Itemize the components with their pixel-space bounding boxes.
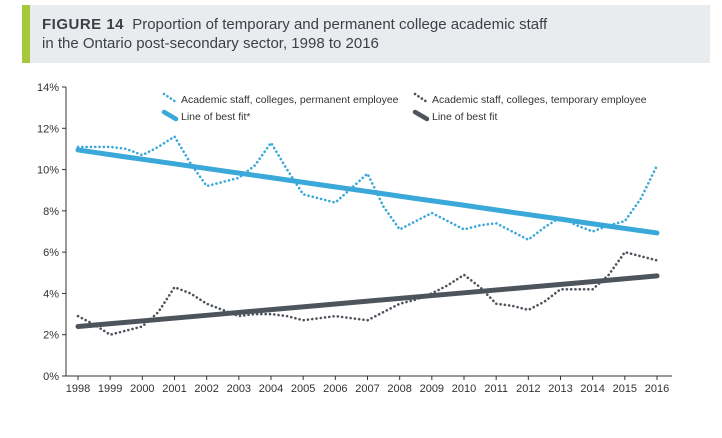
y-tick-label: 0% bbox=[43, 371, 59, 383]
legend-item-2: Academic staff, colleges, temporary empl… bbox=[413, 92, 647, 106]
y-tick-label: 6% bbox=[43, 247, 59, 259]
figure-title-line1: Proportion of temporary and permanent co… bbox=[132, 16, 548, 33]
series-line bbox=[76, 135, 659, 242]
x-tick-label: 2004 bbox=[259, 383, 283, 395]
figure-title: FIGURE 14 Proportion of temporary and pe… bbox=[42, 15, 682, 53]
x-tick-label: 2002 bbox=[194, 383, 218, 395]
y-tick-label: 4% bbox=[43, 288, 59, 300]
legend-swatch bbox=[412, 109, 430, 122]
x-tick-label: 2005 bbox=[291, 383, 315, 395]
legend-swatch bbox=[162, 92, 178, 104]
figure-title-line2: in the Ontario post-secondary sector, 19… bbox=[42, 35, 379, 52]
x-tick-label: 2010 bbox=[452, 383, 476, 395]
x-tick-label: 2008 bbox=[387, 383, 411, 395]
y-tick-label: 14% bbox=[37, 82, 59, 94]
x-tick-label: 2014 bbox=[580, 383, 604, 395]
series-2 bbox=[76, 250, 659, 337]
figure-accent-bar bbox=[22, 5, 30, 63]
x-tick-label: 2009 bbox=[420, 383, 444, 395]
y-tick-label: 10% bbox=[37, 165, 59, 177]
legend-label: Academic staff, colleges, temporary empl… bbox=[432, 94, 647, 106]
x-tick-label: 2011 bbox=[484, 383, 508, 395]
series-1 bbox=[75, 147, 660, 236]
x-tick-label: 2013 bbox=[548, 383, 572, 395]
y-tick-label: 2% bbox=[43, 330, 59, 342]
legend-label: Academic staff, colleges, permanent empl… bbox=[181, 94, 399, 106]
x-tick-label: 2016 bbox=[645, 383, 669, 395]
legend-item-3: Line of best fit bbox=[412, 109, 497, 123]
legend-swatch bbox=[161, 109, 179, 122]
figure-label: FIGURE 14 bbox=[42, 16, 125, 33]
y-tick-label: 8% bbox=[43, 206, 59, 218]
x-tick-label: 2000 bbox=[130, 383, 154, 395]
legend-item-0: Academic staff, colleges, permanent empl… bbox=[162, 92, 399, 106]
series-line bbox=[76, 250, 659, 337]
best-fit-line bbox=[75, 273, 660, 329]
legend-label: Line of best fit* bbox=[181, 111, 250, 123]
series-0 bbox=[76, 135, 659, 242]
legend-swatch bbox=[413, 92, 429, 104]
x-tick-label: 2003 bbox=[227, 383, 251, 395]
y-tick-label: 12% bbox=[37, 123, 59, 135]
series-3 bbox=[75, 273, 660, 329]
x-tick-label: 2007 bbox=[355, 383, 379, 395]
x-tick-label: 1999 bbox=[98, 383, 122, 395]
legend-item-1: Line of best fit* bbox=[161, 109, 250, 123]
best-fit-line bbox=[75, 147, 660, 236]
x-tick-label: 2015 bbox=[613, 383, 637, 395]
x-tick-label: 2006 bbox=[323, 383, 347, 395]
x-tick-label: 2012 bbox=[516, 383, 540, 395]
x-tick-label: 1998 bbox=[66, 383, 90, 395]
legend-label: Line of best fit bbox=[432, 111, 497, 123]
figure-header: FIGURE 14 Proportion of temporary and pe… bbox=[22, 5, 710, 63]
x-tick-label: 2001 bbox=[162, 383, 186, 395]
